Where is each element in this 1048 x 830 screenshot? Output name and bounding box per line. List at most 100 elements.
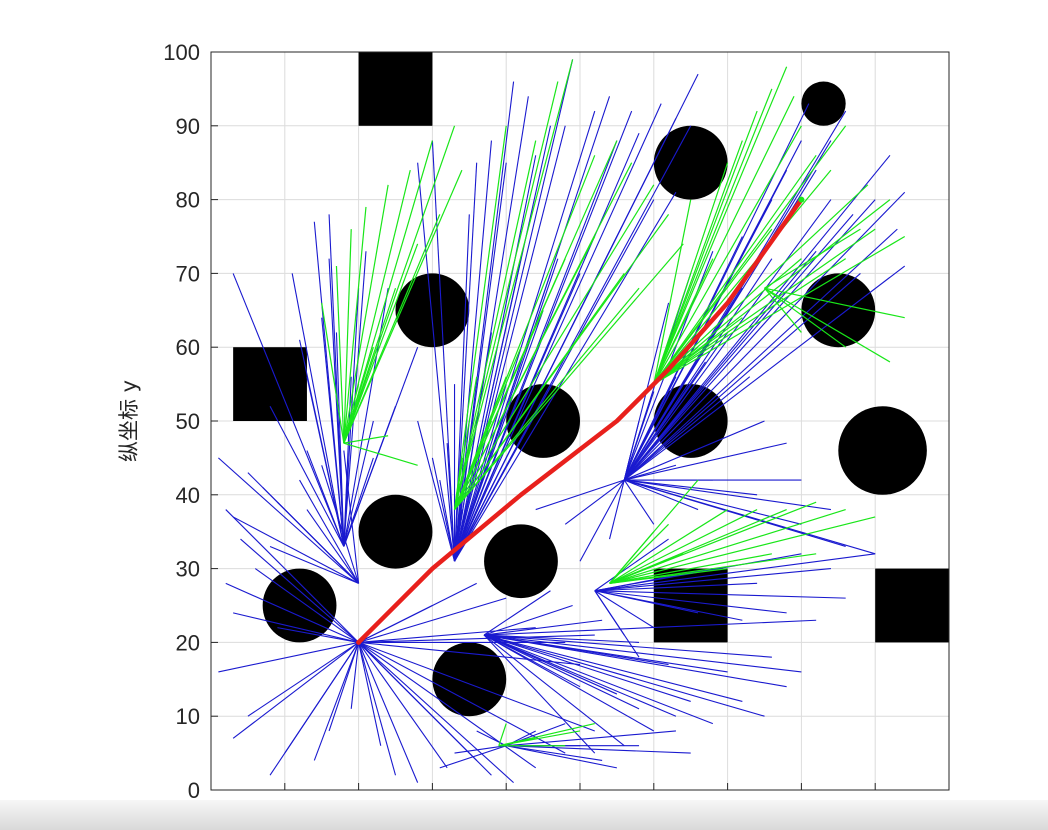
tree-edge-blue xyxy=(623,140,802,481)
tree-edge-blue xyxy=(483,634,625,747)
tree-edge-blue xyxy=(564,479,625,525)
y-tick-label: 80 xyxy=(176,188,200,213)
tree-edge-blue xyxy=(454,745,507,754)
y-tick-label: 40 xyxy=(176,483,200,508)
tree-edge-blue xyxy=(232,641,359,739)
tree-edge-green xyxy=(498,730,581,747)
tree-edge-blue xyxy=(321,317,345,547)
tree-edge-green xyxy=(343,229,352,444)
tree-edge-blue xyxy=(218,641,359,673)
tree-edge-blue xyxy=(277,501,359,584)
tree-edge-blue xyxy=(269,405,345,547)
tree-edge-blue xyxy=(358,642,419,783)
tree-edge-green xyxy=(343,442,418,466)
tree-edge-blue xyxy=(506,745,691,754)
tree-edge-green xyxy=(764,287,891,363)
tree-green-layer xyxy=(321,59,906,747)
tree-edge-blue xyxy=(454,310,544,562)
tree-edge-blue xyxy=(483,619,603,636)
tree-edge-green xyxy=(453,310,544,510)
tree-edge-blue xyxy=(232,516,359,584)
tree-edge-blue xyxy=(358,642,492,776)
tree-edge-green xyxy=(653,258,847,385)
tree-edge-blue xyxy=(483,634,765,717)
tree-edge-blue xyxy=(506,745,618,769)
tree-edge-green xyxy=(764,287,905,319)
tree-edge-blue xyxy=(623,272,861,481)
window-bottom-bar xyxy=(0,800,1048,830)
tree-edge-blue xyxy=(453,509,463,562)
tree-edge-blue xyxy=(535,479,625,511)
tree-edge-green xyxy=(653,154,817,385)
tree-edge-green xyxy=(609,553,772,584)
tree-edge-green xyxy=(653,184,869,385)
tree-edge-green xyxy=(653,228,773,385)
tree-edge-blue xyxy=(358,641,537,769)
tree-edge-blue xyxy=(623,479,655,525)
tree-edge-blue xyxy=(454,236,618,562)
tree-edge-blue xyxy=(624,442,787,481)
tree-edge-blue xyxy=(358,641,595,732)
tree-edge-blue xyxy=(623,191,906,481)
tree-edge-blue xyxy=(417,162,456,562)
tree-edge-blue xyxy=(594,568,831,592)
tree-edge-blue xyxy=(454,199,655,562)
tree-edge-blue xyxy=(624,479,758,496)
tree-edge-green xyxy=(453,376,507,510)
tree-edge-blue xyxy=(483,634,743,702)
tree-edge-blue xyxy=(624,479,846,547)
tree-edge-blue xyxy=(594,590,640,658)
circle-obstacle xyxy=(432,642,507,717)
tree-edge-blue xyxy=(313,642,360,761)
tree-edge-blue xyxy=(254,568,359,643)
tree-edge-blue xyxy=(439,479,456,562)
tree-edge-green xyxy=(653,66,788,385)
tree-edge-blue xyxy=(624,479,831,511)
tree-edge-blue xyxy=(624,479,699,511)
tree-edge-blue xyxy=(484,634,640,643)
tree-edge-blue xyxy=(453,140,492,562)
tree-edge-green xyxy=(653,110,758,385)
tree-edge-blue xyxy=(624,479,802,525)
tree-edge-green xyxy=(764,287,847,348)
tree-edge-green xyxy=(653,169,832,385)
tree-edge-green xyxy=(453,125,507,510)
square-obstacle xyxy=(875,568,949,643)
tree-edge-blue xyxy=(358,634,595,643)
tree-edge-green xyxy=(609,508,846,584)
tree-edge-blue xyxy=(358,627,536,643)
tree-edge-green xyxy=(609,509,758,584)
tree-edge-blue xyxy=(483,604,573,636)
tree-edge-blue xyxy=(225,582,359,643)
tree-edge-blue xyxy=(343,420,374,547)
tree-edge-green xyxy=(454,273,625,510)
tree-edge-blue xyxy=(623,199,832,481)
tree-edge-green xyxy=(343,206,367,444)
tree-edge-blue xyxy=(350,642,360,709)
tree-edge-blue xyxy=(233,612,359,643)
tree-edge-blue xyxy=(269,545,359,584)
tree-edge-blue xyxy=(623,228,898,481)
square-obstacle xyxy=(233,347,307,421)
tree-edge-blue xyxy=(484,619,817,636)
tree-edge-blue xyxy=(335,332,345,547)
tree-edge-green xyxy=(498,723,507,746)
tree-edge-green xyxy=(609,553,684,584)
tree-edge-blue xyxy=(247,641,359,717)
tree-edge-green xyxy=(653,199,692,385)
tree-edge-green xyxy=(454,243,684,510)
tree-edge-blue xyxy=(623,265,906,481)
tree-edge-green xyxy=(321,302,345,444)
tree-edge-blue xyxy=(454,110,596,562)
tree-edge-blue xyxy=(343,457,374,547)
planned-path xyxy=(356,197,804,645)
circle-obstacle xyxy=(358,494,433,569)
tree-edge-blue xyxy=(483,634,640,710)
tree-edge-green xyxy=(343,243,419,444)
y-tick-label: 50 xyxy=(176,409,200,434)
tree-edge-blue xyxy=(358,641,514,784)
tree-edge-blue xyxy=(594,582,758,592)
tree-edge-green xyxy=(453,457,463,510)
tree-edge-blue xyxy=(232,273,345,547)
tree-edge-blue xyxy=(623,361,706,481)
